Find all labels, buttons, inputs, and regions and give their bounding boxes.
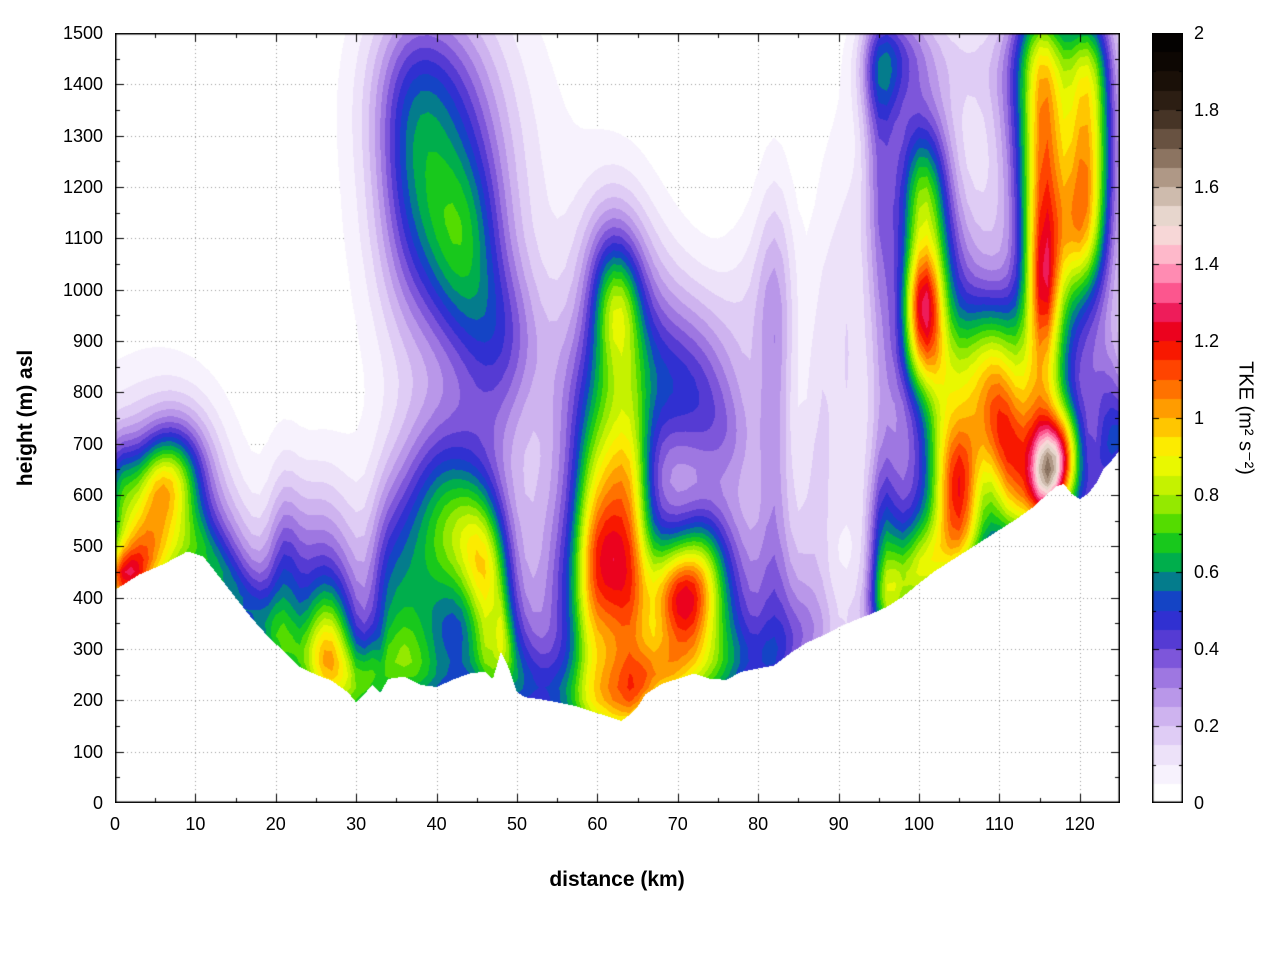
x-tick-label: 120 — [1064, 814, 1095, 834]
y-tick-label: 700 — [72, 433, 103, 454]
colorbar-tick-label: 1.2 — [1194, 331, 1220, 351]
colorbar-tick-label: 0.2 — [1194, 716, 1220, 736]
x-tick-label: 70 — [667, 814, 688, 834]
colorbar-canvas — [1152, 33, 1183, 803]
y-tick-label: 500 — [72, 536, 103, 557]
x-tick-label: 10 — [185, 814, 206, 834]
colorbar-tick-label: 1 — [1194, 408, 1205, 428]
colorbar-tick-label: 1.4 — [1194, 254, 1220, 274]
x-tick-label: 30 — [346, 814, 367, 834]
y-tick-label: 200 — [72, 690, 103, 711]
x-tick-label: 40 — [426, 814, 447, 834]
x-tick-label: 100 — [903, 814, 935, 834]
y-tick-label: 400 — [72, 587, 103, 608]
x-axis-title: distance (km) — [549, 868, 685, 891]
x-tick-label: 80 — [748, 814, 769, 834]
y-tick-label: 900 — [72, 331, 103, 351]
x-tick-label: 90 — [828, 814, 849, 834]
y-tick-label: 1100 — [64, 228, 103, 249]
y-tick-label: 1400 — [62, 74, 103, 95]
y-tick-label: 600 — [72, 485, 103, 505]
colorbar-tick-label: 1.8 — [1194, 100, 1220, 120]
colorbar-tick-label: 0 — [1194, 793, 1205, 813]
x-tick-label: 110 — [985, 814, 1014, 834]
y-tick-label: 1000 — [62, 279, 103, 300]
y-tick-label: 100 — [72, 741, 103, 762]
y-tick-label: 1300 — [62, 125, 103, 146]
y-tick-label: 800 — [72, 382, 103, 403]
colorbar-tick-label: 0.8 — [1194, 485, 1220, 505]
x-tick-label: 60 — [587, 814, 608, 834]
y-axis-title: height (m) asl — [14, 349, 37, 487]
heatmap-plot-canvas — [115, 33, 1120, 803]
y-tick-label: 1200 — [62, 177, 103, 197]
colorbar-tick-label: 1.6 — [1194, 177, 1220, 197]
y-tick-label: 1500 — [62, 23, 103, 43]
y-tick-label: 300 — [72, 639, 103, 659]
colorbar-tick-label: 2 — [1194, 23, 1205, 43]
colorbar-tick-label: 0.6 — [1194, 562, 1220, 582]
colorbar-title: TKE (m² s⁻²) — [1234, 361, 1257, 475]
colorbar-tick-label: 0.4 — [1194, 639, 1220, 659]
x-tick-label: 0 — [109, 814, 121, 834]
x-tick-label: 50 — [506, 814, 528, 834]
y-tick-label: 0 — [92, 793, 103, 813]
x-tick-label: 20 — [265, 814, 286, 834]
